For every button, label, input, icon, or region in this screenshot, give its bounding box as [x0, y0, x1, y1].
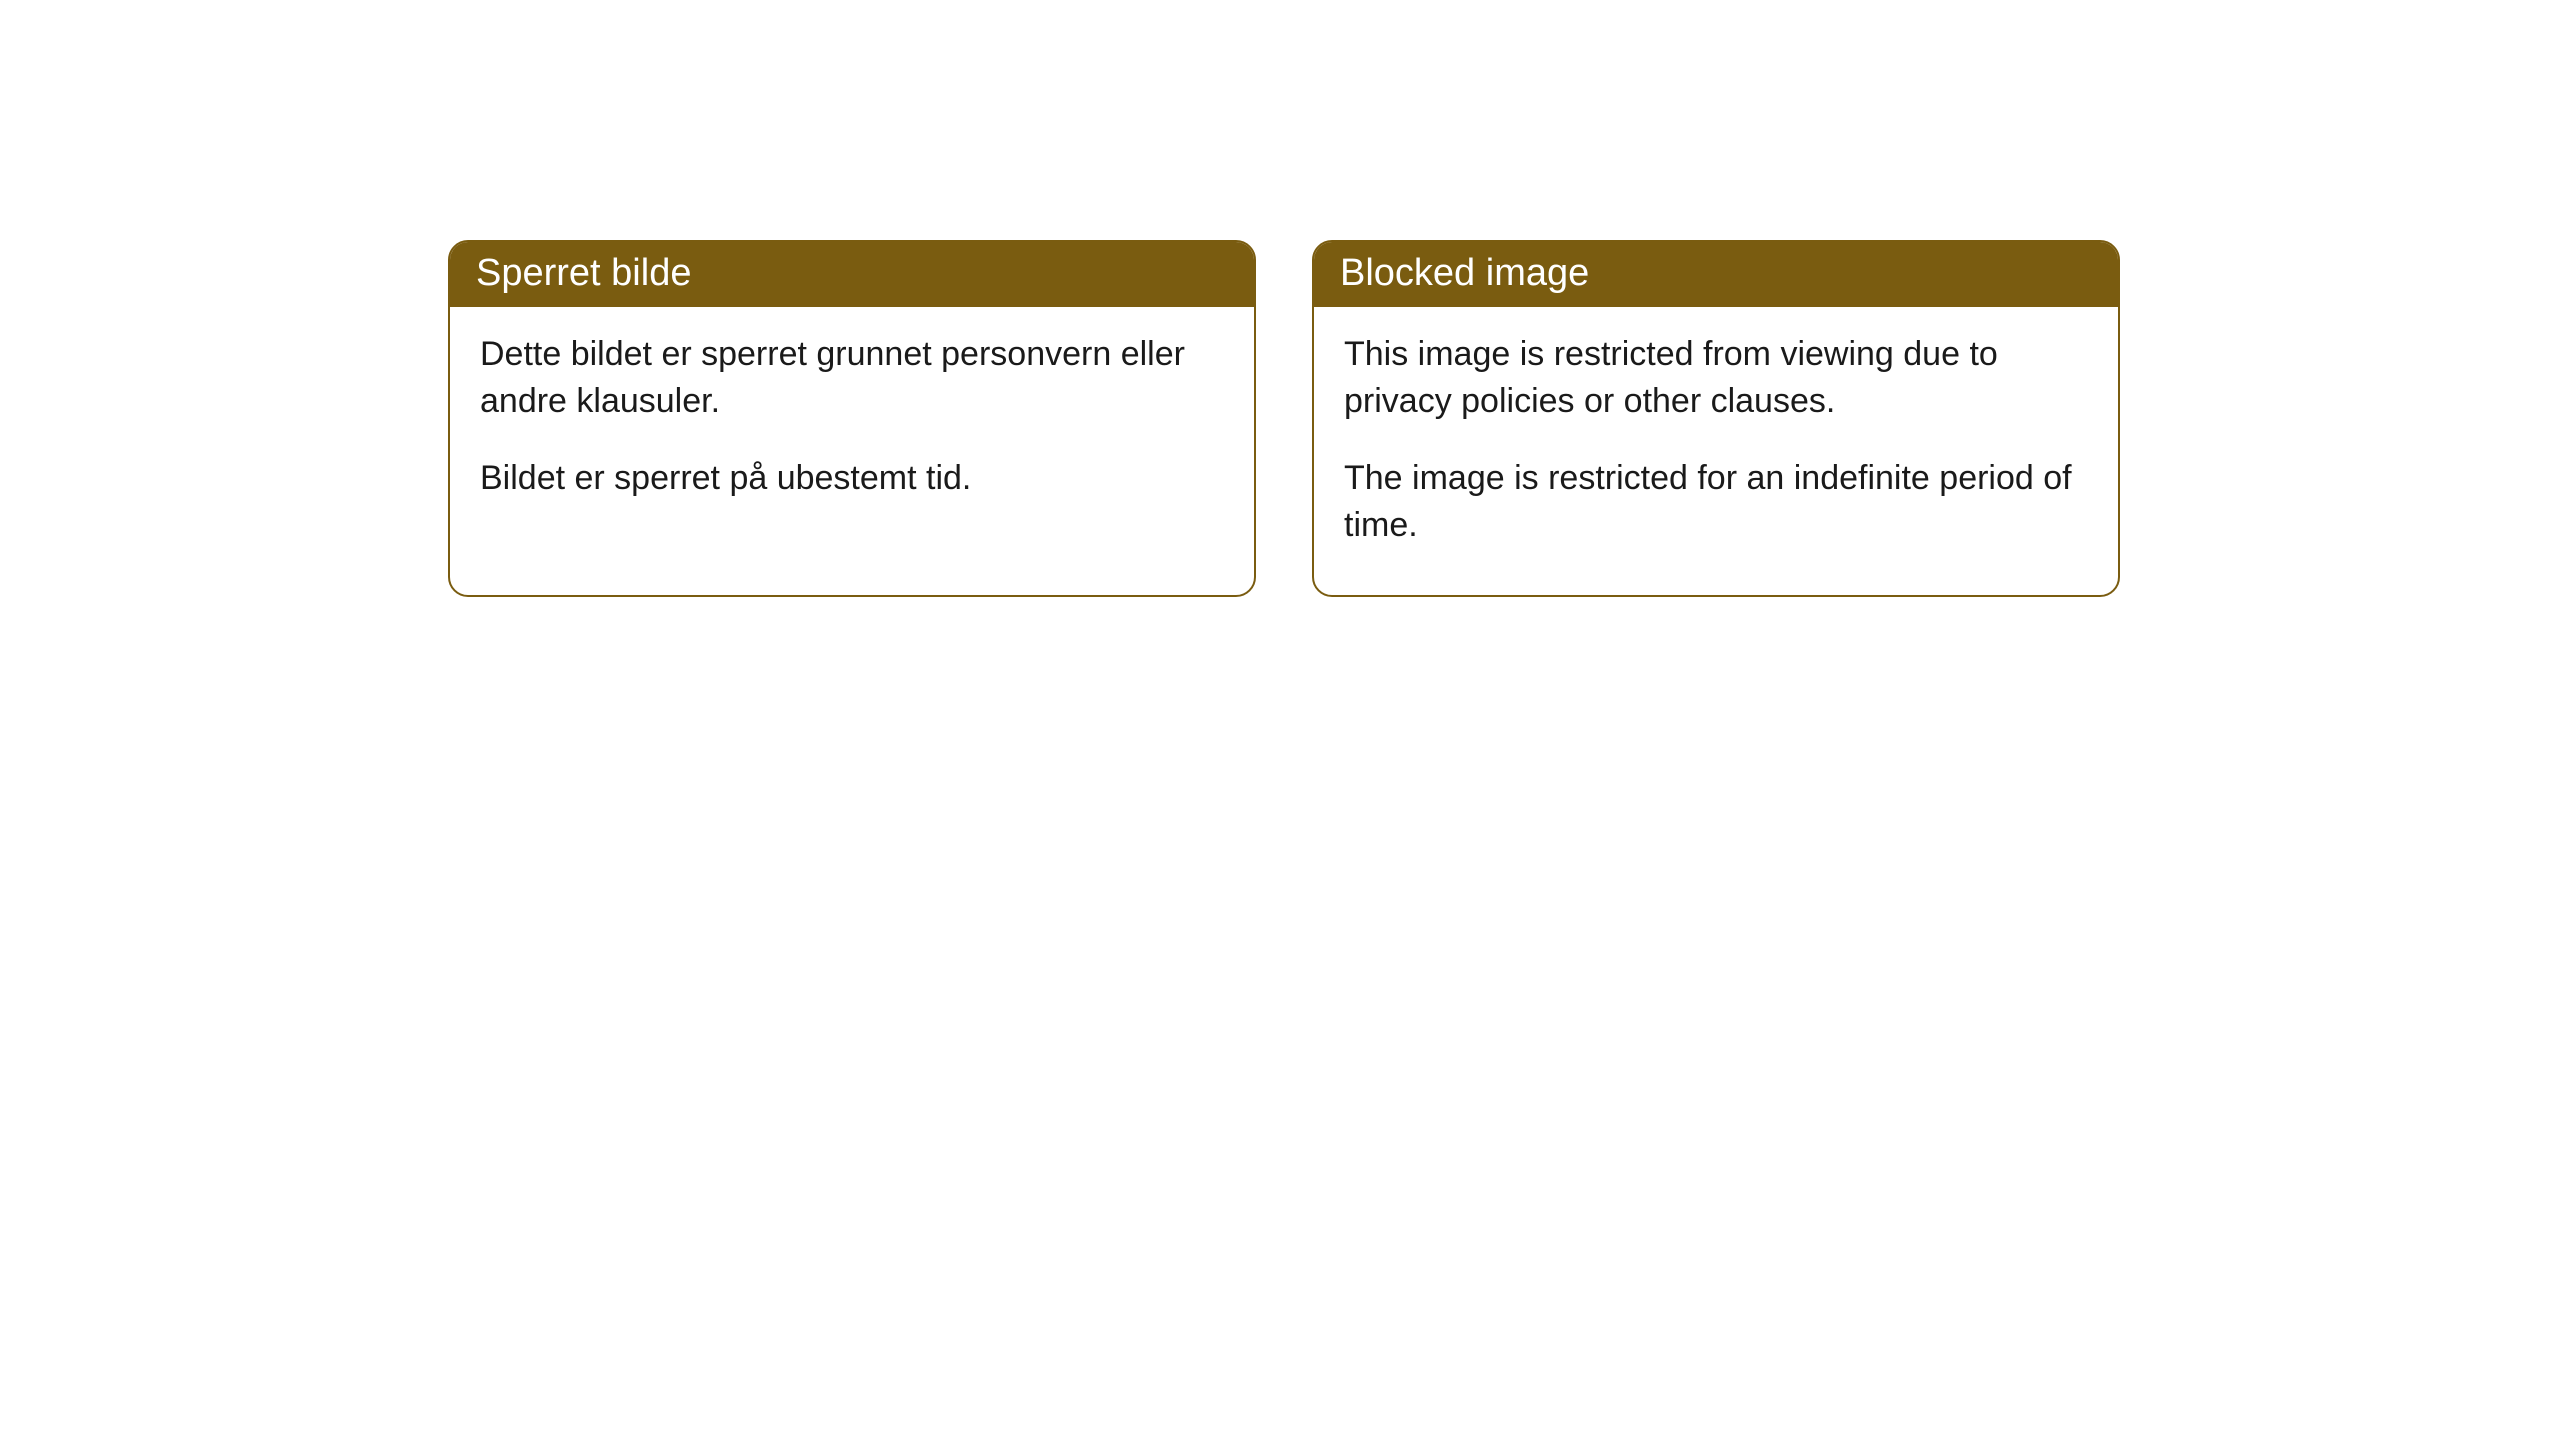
blocked-image-card-english: Blocked image This image is restricted f… — [1312, 240, 2120, 597]
card-paragraph: The image is restricted for an indefinit… — [1344, 455, 2088, 549]
card-body: This image is restricted from viewing du… — [1314, 307, 2118, 595]
notice-cards-container: Sperret bilde Dette bildet er sperret gr… — [448, 240, 2120, 597]
card-header: Sperret bilde — [450, 242, 1254, 307]
card-paragraph: Bildet er sperret på ubestemt tid. — [480, 455, 1224, 502]
blocked-image-card-norwegian: Sperret bilde Dette bildet er sperret gr… — [448, 240, 1256, 597]
card-body: Dette bildet er sperret grunnet personve… — [450, 307, 1254, 548]
card-paragraph: This image is restricted from viewing du… — [1344, 331, 2088, 425]
card-paragraph: Dette bildet er sperret grunnet personve… — [480, 331, 1224, 425]
card-header: Blocked image — [1314, 242, 2118, 307]
